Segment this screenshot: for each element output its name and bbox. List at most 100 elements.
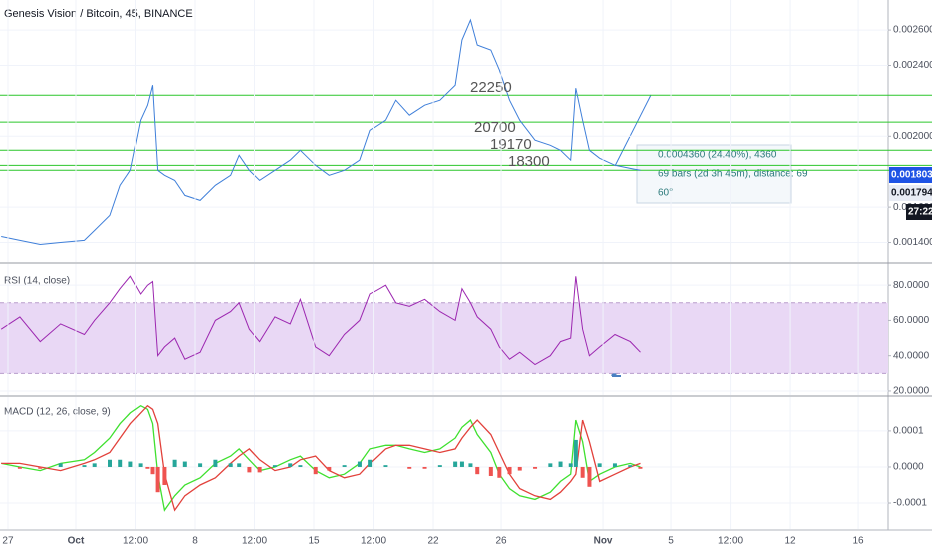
histogram-bar xyxy=(182,461,187,467)
histogram-bar xyxy=(475,466,480,475)
y-tick-label: -0.0001 xyxy=(893,498,927,509)
y-tick-label: 80.0000 xyxy=(893,280,930,291)
histogram-bar xyxy=(357,461,362,467)
level-label: 20700 xyxy=(474,119,516,136)
x-tick-label: 12:00 xyxy=(242,536,267,547)
histogram-bar xyxy=(407,466,412,469)
histogram-bar xyxy=(568,463,573,467)
histogram-bar xyxy=(580,466,585,478)
histogram-bar xyxy=(468,463,473,467)
histogram-bar xyxy=(497,466,502,478)
y-tick-label: 60.0000 xyxy=(893,315,930,326)
x-tick-label: 15 xyxy=(308,536,320,547)
y-tick-label: 20.0000 xyxy=(893,386,930,397)
histogram-bar xyxy=(162,466,167,485)
histogram-bar xyxy=(128,461,133,467)
measure-text: 0.0004360 (24.40%), 4360 xyxy=(658,150,777,161)
price-line xyxy=(0,275,641,366)
x-tick-label: 16 xyxy=(853,536,865,547)
histogram-bar xyxy=(327,466,332,471)
histogram-bar xyxy=(628,465,633,467)
level-label: 19170 xyxy=(490,136,532,153)
x-tick-label: 12 xyxy=(785,536,797,547)
histogram-bar xyxy=(108,459,113,467)
histogram-bar xyxy=(155,466,160,493)
price-label-box xyxy=(889,167,932,183)
y-tick-label: 40.0000 xyxy=(893,350,930,361)
measure-box xyxy=(636,144,792,204)
histogram-bar xyxy=(247,466,252,473)
histogram-bar xyxy=(548,463,553,467)
level-label: 18300 xyxy=(508,153,550,170)
x-tick-label: 27 xyxy=(2,536,14,547)
rsi-band xyxy=(0,302,888,374)
histogram-bar xyxy=(272,465,277,467)
measure-text: 60° xyxy=(658,188,673,199)
y-tick-label: 0.0000 xyxy=(893,462,924,473)
chart-title: Genesis Vision / Bitcoin, 45, BINANCE xyxy=(4,8,193,20)
histogram-bar xyxy=(257,466,262,473)
histogram-bar xyxy=(638,466,643,469)
price-line xyxy=(1,18,641,246)
price-label: 0.0018032 xyxy=(891,170,932,181)
histogram-bar xyxy=(558,461,563,467)
x-tick-label: 12:00 xyxy=(718,536,743,547)
histogram-bar xyxy=(437,465,442,467)
histogram-bar xyxy=(488,466,493,476)
x-tick-label: Nov xyxy=(594,536,613,547)
x-tick-label: 22 xyxy=(427,536,439,547)
histogram-bar xyxy=(517,466,522,471)
histogram-bar xyxy=(17,466,22,469)
histogram-bar xyxy=(533,466,538,469)
x-tick-label: 5 xyxy=(668,536,674,547)
macd-line xyxy=(1,404,641,512)
histogram-bar xyxy=(145,466,150,469)
histogram-bar xyxy=(38,466,43,469)
histogram-bar xyxy=(213,459,218,467)
histogram-bar xyxy=(587,466,592,487)
x-tick-label: 26 xyxy=(495,536,507,547)
histogram-bar xyxy=(422,466,427,469)
histogram-bar xyxy=(228,463,233,467)
histogram-bar xyxy=(597,463,602,467)
histogram-bar xyxy=(82,465,87,467)
histogram-bar xyxy=(138,463,143,467)
histogram-bar xyxy=(150,466,155,475)
macd-line xyxy=(1,404,641,512)
histogram-bar xyxy=(573,439,578,467)
histogram-bar xyxy=(368,459,373,467)
histogram-bar xyxy=(198,463,203,467)
price-label: 27:22 xyxy=(908,207,932,218)
histogram-bar xyxy=(453,461,458,467)
histogram-bar xyxy=(298,465,303,467)
x-tick-label: 8 xyxy=(192,536,198,547)
y-tick-label: 0.0014000 xyxy=(893,237,932,248)
histogram-bar xyxy=(172,459,177,467)
x-tick-label: Oct xyxy=(68,536,85,547)
y-tick-label: 0.0001 xyxy=(893,426,924,437)
histogram-bar xyxy=(288,463,293,467)
price-label-box xyxy=(889,185,932,201)
histogram-bar xyxy=(237,463,242,467)
histogram-bar xyxy=(459,461,464,467)
histogram-bar xyxy=(313,466,318,475)
histogram-bar xyxy=(118,459,123,467)
price-label: 0.0017947 xyxy=(891,188,932,199)
histogram-bar xyxy=(92,463,97,467)
histogram-bar xyxy=(383,465,388,467)
histogram-bar xyxy=(58,463,63,467)
x-tick-label: 12:00 xyxy=(123,536,148,547)
measure-text: 69 bars (2d 3h 45m), distance: 69 xyxy=(658,169,808,180)
indicator-title: RSI (14, close) xyxy=(4,276,70,287)
level-label: 22250 xyxy=(470,79,512,96)
indicator-title: MACD (12, 26, close, 9) xyxy=(4,407,111,418)
histogram-bar xyxy=(612,463,617,467)
trend-line xyxy=(614,94,652,167)
price-label-box xyxy=(906,204,932,220)
x-tick-label: 12:00 xyxy=(361,536,386,547)
